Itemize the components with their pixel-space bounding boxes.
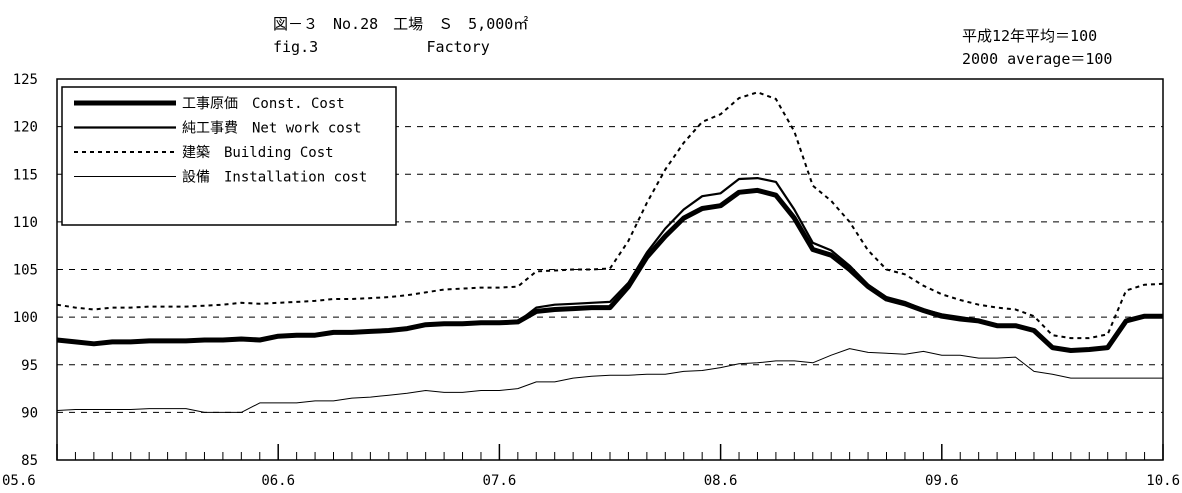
y-tick-label: 110 bbox=[13, 215, 38, 231]
x-tick-label: 09.6 bbox=[925, 473, 959, 489]
series-line-2 bbox=[56, 91, 1164, 340]
series-line-3 bbox=[56, 348, 1163, 413]
x-tick-label: 05.6 bbox=[2, 473, 36, 489]
x-tick-label: 08.6 bbox=[704, 473, 738, 489]
x-tick-label: 06.6 bbox=[261, 473, 295, 489]
chart-title: 図－３ No.28 工場 Ｓ 5,000㎡ bbox=[273, 15, 529, 33]
series-line-1 bbox=[56, 177, 1163, 351]
y-tick-label: 105 bbox=[13, 263, 38, 279]
y-tick-label: 90 bbox=[21, 405, 38, 421]
legend-label-3: 設備 Installation cost bbox=[182, 170, 367, 186]
x-tick-label: 07.6 bbox=[483, 473, 517, 489]
legend-label-0: 工事原価 Const. Cost bbox=[182, 96, 345, 112]
y-tick-label: 115 bbox=[13, 167, 38, 183]
chart-subtitle: fig.3 Factory bbox=[273, 38, 490, 56]
y-tick-label: 95 bbox=[21, 358, 38, 374]
legend-box bbox=[61, 86, 397, 226]
y-tick-label: 85 bbox=[21, 453, 38, 469]
base-note-en: 2000 average＝100 bbox=[962, 50, 1113, 68]
base-note-jp: 平成12年平均＝100 bbox=[962, 27, 1098, 45]
y-tick-label: 125 bbox=[13, 72, 38, 88]
legend-label-2: 建築 Building Cost bbox=[182, 145, 334, 161]
x-tick-label: 10.6 bbox=[1146, 473, 1180, 489]
y-tick-label: 100 bbox=[13, 310, 38, 326]
legend-label-1: 純工事費 Net work cost bbox=[182, 121, 362, 137]
y-tick-label: 120 bbox=[13, 120, 38, 136]
